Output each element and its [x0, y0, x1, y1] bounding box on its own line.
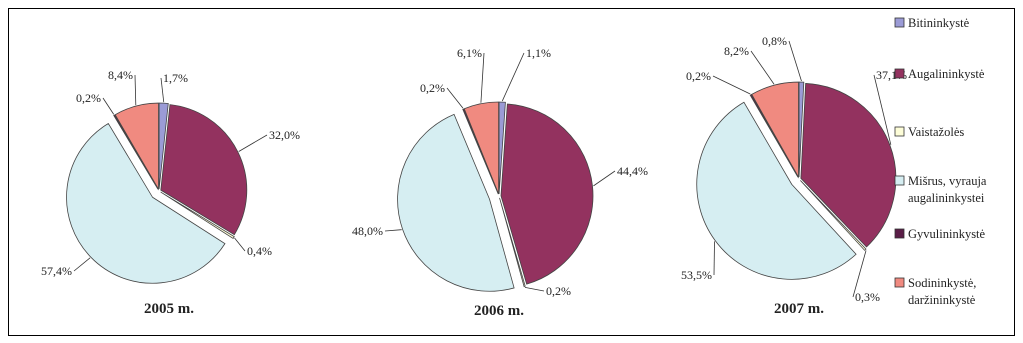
legend-item-bitininkyste: Bitininkystė — [894, 16, 970, 30]
leader-line — [593, 170, 616, 187]
leader-line — [852, 250, 867, 298]
legend-swatch — [894, 68, 905, 79]
data-label: 1,1% — [526, 46, 551, 60]
slice-vaistazoles — [499, 197, 526, 288]
slice-vaistazoles — [160, 191, 235, 239]
slice-sodininkyste-darzininkyste — [114, 102, 159, 191]
pie-charts: 1,7% 32,0% 0,4% 57,4% 0,2% 8,4% 2005 m. 1,1% 44,… — [41, 16, 987, 319]
slice-gyvulininkyste — [113, 114, 159, 190]
data-label: 44,4% — [617, 164, 648, 178]
leader-line — [750, 50, 775, 85]
leader-line — [446, 87, 464, 109]
legend-label: Gyvulininkystė — [908, 227, 986, 241]
legend-label: Vaistažolės — [908, 125, 964, 139]
data-label: 0,2% — [420, 81, 445, 95]
data-label: 53,5% — [681, 268, 712, 282]
slice-sodininkyste-darzininkyste — [751, 81, 799, 179]
slice-bitininkyste — [158, 102, 169, 190]
slice-gyvulininkyste — [749, 94, 799, 178]
pie-0: 1,7% 32,0% 0,4% 57,4% 0,2% 8,4% 2005 m. — [41, 68, 300, 317]
legend-item-misrus-vyrauja-augalininkystei: Mišrus, vyrauja augalininkystei — [894, 174, 987, 205]
data-label: 0,2% — [546, 284, 571, 298]
pie-year-label: 2005 m. — [144, 301, 194, 317]
data-label: 0,3% — [855, 290, 880, 304]
pie-2: 0,8%37,1%0,3%53,5%0,2%8,2%2007 m. — [681, 34, 907, 317]
legend-item-augalininkyste: Augalininkystė — [894, 67, 985, 81]
legend-label: Mišrus, vyrauja — [908, 174, 987, 188]
slice-bitininkyste — [498, 101, 506, 195]
data-label: 0,8% — [762, 34, 787, 48]
leader-line — [234, 237, 246, 252]
leader-line — [712, 75, 751, 95]
leader-line — [873, 74, 892, 145]
legend-label: daržininkystė — [908, 293, 976, 307]
legend-item-vaistazoles: Vaistažolės — [894, 125, 964, 139]
leader-line — [102, 97, 115, 115]
legend-swatch — [894, 175, 905, 186]
leader-line — [384, 229, 402, 232]
data-label: 0,2% — [76, 91, 101, 105]
legend-label: Bitininkystė — [908, 16, 970, 30]
leader-line — [501, 52, 525, 102]
slice-bitininkyste — [798, 81, 805, 178]
data-label: 1,7% — [163, 71, 188, 85]
leader-line — [134, 74, 137, 106]
data-label: 8,4% — [108, 68, 133, 82]
legend-item-sodininkyste-darzininkyste: Sodininkystė, daržininkystė — [894, 276, 976, 307]
legend-swatch — [894, 277, 905, 288]
legend-item-gyvulininkyste: Gyvulininkystė — [894, 227, 986, 241]
data-label: 0,2% — [686, 69, 711, 83]
slice-augalininkyste — [500, 103, 594, 285]
slice-sodininkyste-darzininkyste — [463, 101, 500, 195]
pies-group: 1,7% 32,0% 0,4% 57,4% 0,2% 8,4% 2005 m. 1,1% 44,… — [41, 34, 907, 319]
pie-year-label: 2007 m. — [774, 301, 824, 317]
slice-misrus-vyrauja-augalininkystei — [66, 122, 226, 284]
data-label: 6,1% — [457, 46, 482, 60]
data-label: 8,2% — [724, 44, 749, 58]
leader-line — [524, 286, 545, 292]
chart-frame: 1,7% 32,0% 0,4% 57,4% 0,2% 8,4% 2005 m. 1,1% 44,… — [8, 8, 1015, 336]
leader-line — [480, 52, 485, 103]
data-label: 48,0% — [352, 224, 383, 238]
pie-1: 1,1% 44,4% 0,2% 48,0% 0,2% 6,1% 2006 m. — [352, 46, 648, 319]
leader-line — [238, 134, 268, 152]
leader-line — [788, 40, 802, 82]
legend-swatch — [894, 126, 905, 137]
data-label: 0,4% — [247, 244, 272, 258]
slice-misrus-vyrauja-augalininkystei — [397, 113, 515, 292]
slice-augalininkyste — [800, 83, 897, 248]
leader-line — [713, 241, 715, 276]
leader-line — [73, 257, 91, 272]
legend-label: Sodininkystė, — [908, 276, 976, 290]
data-label: 57,4% — [41, 264, 72, 278]
slice-misrus-vyrauja-augalininkystei — [696, 101, 857, 280]
legend-swatch — [894, 17, 905, 28]
legend-label: Augalininkystė — [908, 67, 985, 81]
slice-augalininkyste — [160, 104, 248, 236]
leader-line — [160, 77, 165, 103]
legend: Bitininkystė Augalininkystė Vaistažolės Miš… — [894, 16, 987, 307]
data-label: 32,0% — [269, 128, 300, 142]
legend-swatch — [894, 228, 905, 239]
legend-label: augalininkystei — [908, 191, 985, 205]
slice-vaistazoles — [800, 180, 867, 251]
pie-year-label: 2006 m. — [474, 303, 524, 319]
